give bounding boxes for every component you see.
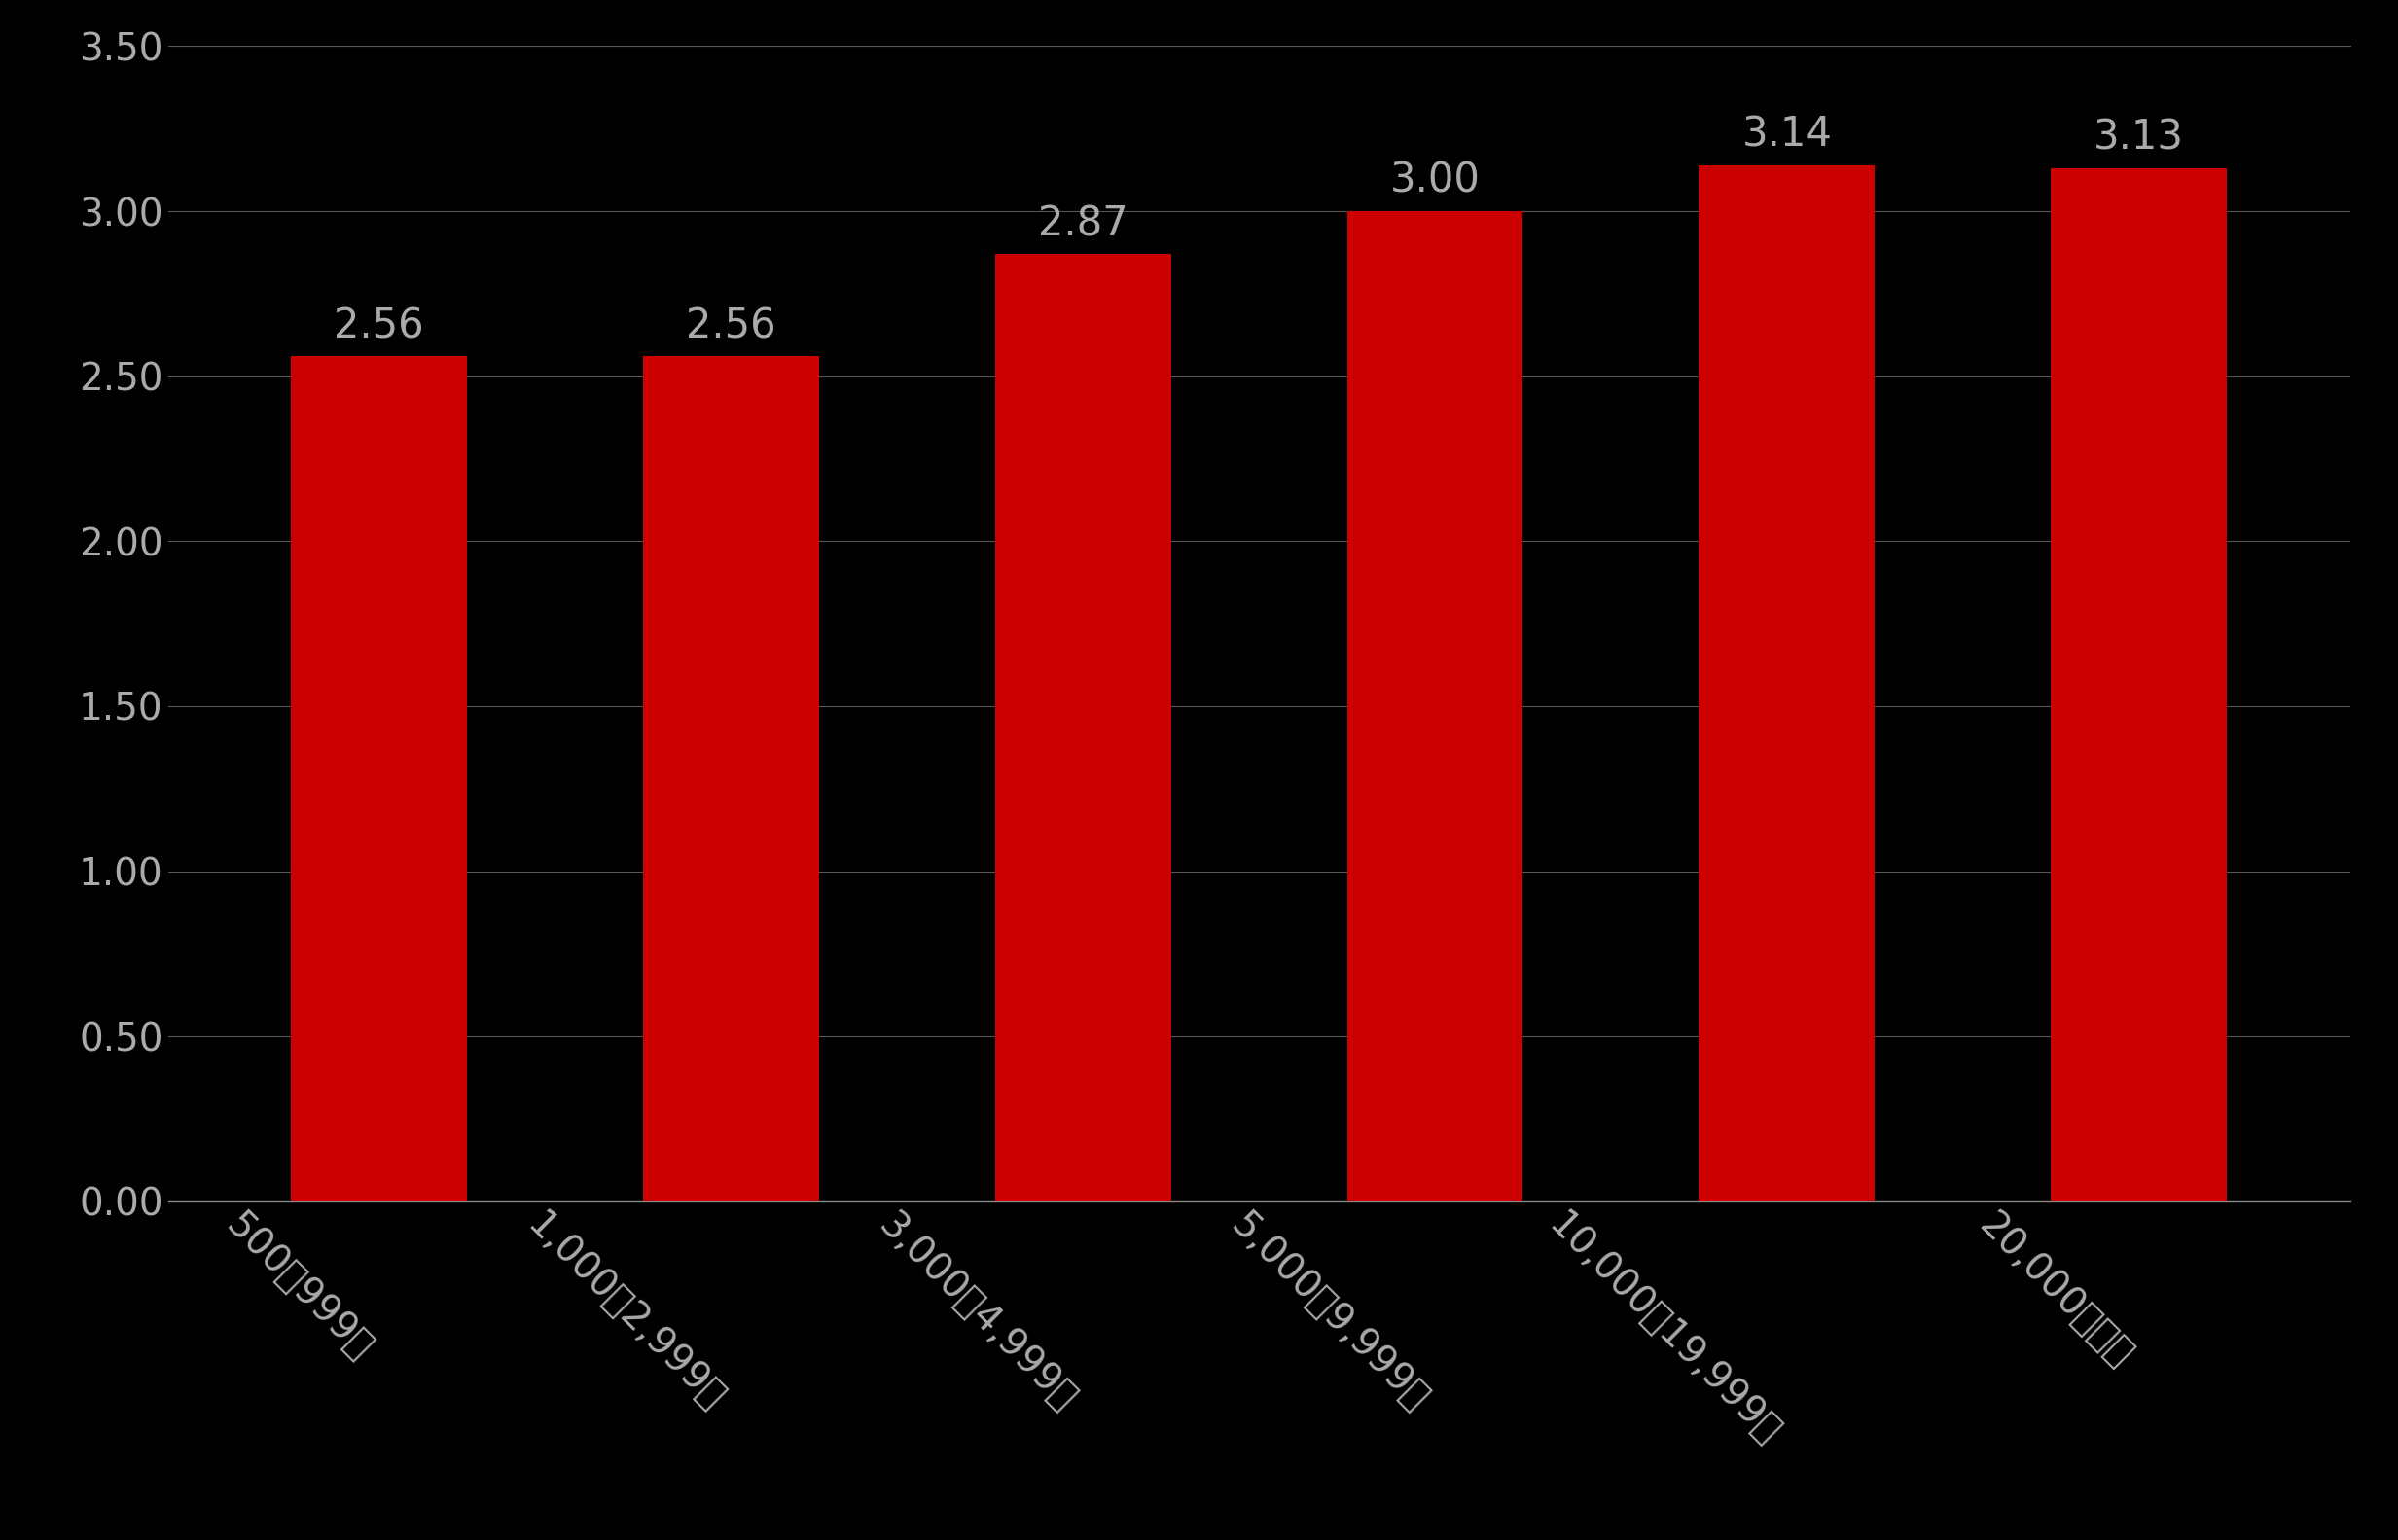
Text: 2.56: 2.56 [333,305,424,346]
Bar [2050,168,2228,1201]
Bar [995,254,1170,1201]
Bar [1348,211,1523,1201]
Bar [1698,165,1875,1201]
Text: 3.13: 3.13 [2093,117,2185,159]
Text: 3.00: 3.00 [1391,160,1480,202]
Bar [643,356,820,1201]
Bar [290,356,468,1201]
Text: 2.87: 2.87 [1038,203,1127,245]
Text: 3.14: 3.14 [1741,114,1832,156]
Text: 2.56: 2.56 [686,305,777,346]
